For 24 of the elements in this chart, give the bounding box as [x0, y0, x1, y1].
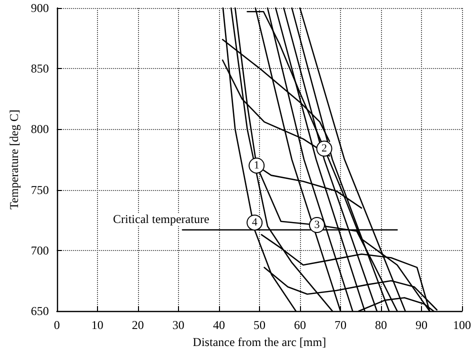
y-tick-label: 850 — [30, 62, 49, 76]
annotation: Critical temperature — [113, 212, 210, 226]
x-tick-label: 60 — [294, 318, 306, 332]
annotation: 2 — [322, 142, 328, 155]
x-tick-label: 30 — [172, 318, 184, 332]
y-tick-label: 750 — [30, 182, 49, 197]
annotation: 3 — [314, 219, 320, 232]
y-axis-title: Temperature [deg C] — [7, 110, 21, 210]
x-tick-label: 50 — [253, 318, 266, 332]
y-tick-label: 800 — [30, 122, 49, 136]
x-axis-title: Distance from the arc [mm] — [192, 335, 326, 349]
x-tick-label: 80 — [374, 318, 387, 332]
x-tick-label: 20 — [132, 318, 144, 332]
y-tick-label: 700 — [30, 243, 49, 258]
x-tick-label: 10 — [91, 318, 104, 332]
x-tick-label: 90 — [415, 318, 428, 332]
annotation: 4 — [252, 216, 258, 229]
y-tick-label: 900 — [30, 1, 49, 15]
y-tick-label: 650 — [30, 304, 49, 318]
x-tick-label: 100 — [453, 318, 471, 332]
x-tick-label: 40 — [212, 318, 225, 332]
annotation: 1 — [254, 160, 260, 172]
x-tick-label: 70 — [334, 318, 346, 332]
x-tick-label: 0 — [54, 318, 60, 332]
